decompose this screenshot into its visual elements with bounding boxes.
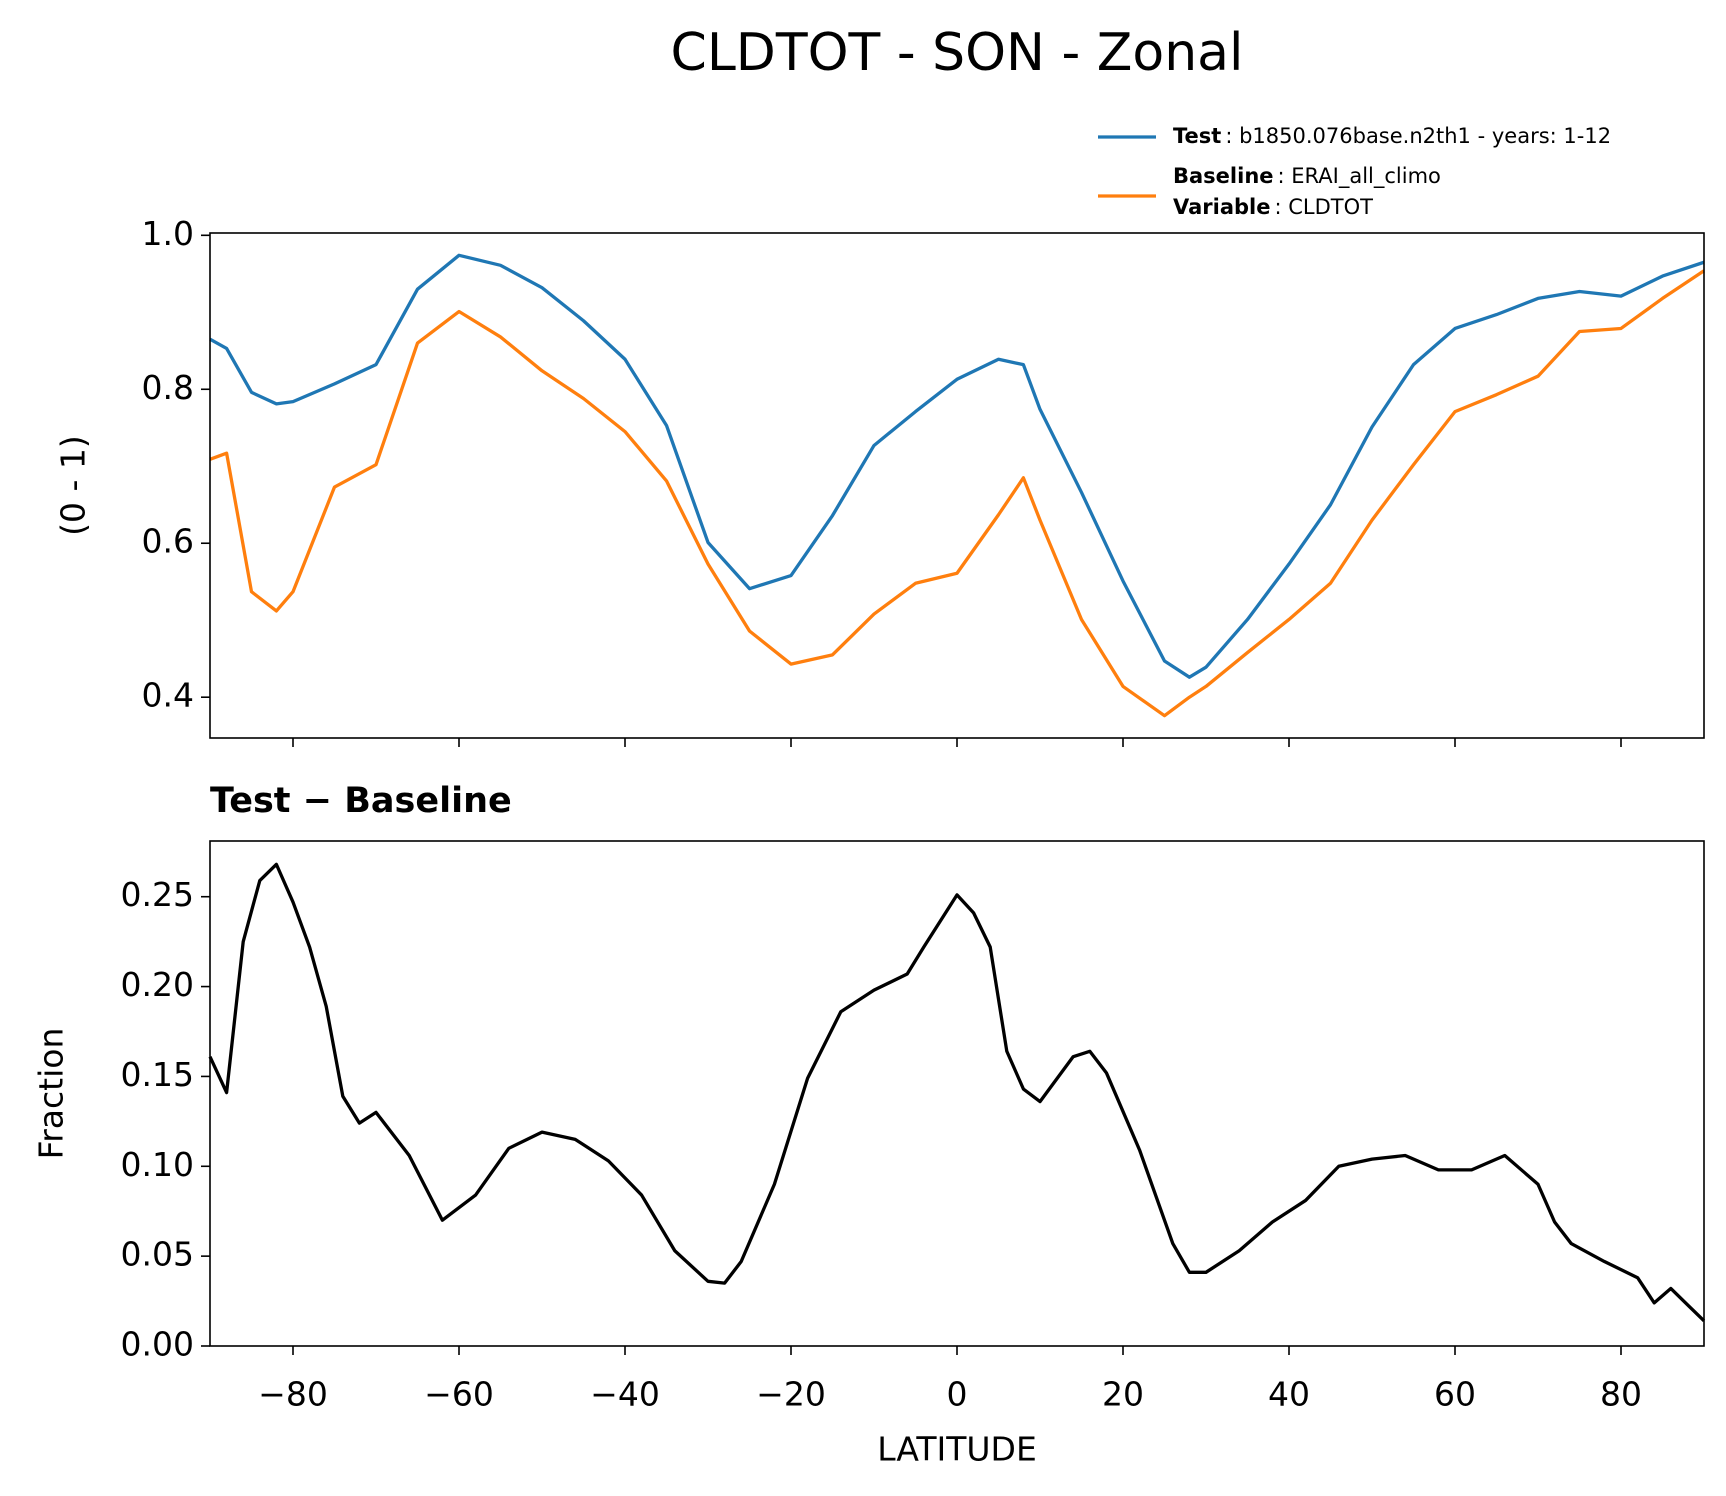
y-tick-label: 0.20 <box>121 965 194 1004</box>
x-tick-label: 60 <box>1434 1375 1476 1414</box>
legend-name: Variable <box>1173 195 1270 219</box>
x-tick-label: −40 <box>590 1375 660 1414</box>
y-tick-label: 0.15 <box>121 1055 194 1094</box>
y-tick-label: 0.05 <box>121 1235 194 1274</box>
y-tick-label: 0.25 <box>121 875 194 914</box>
series-line <box>209 253 1705 679</box>
legend-name: Baseline <box>1173 164 1274 188</box>
legend-text: : ERAI_all_climo <box>1278 164 1441 189</box>
x-tick-label: 40 <box>1268 1375 1310 1414</box>
x-tick-label: 0 <box>947 1375 968 1414</box>
legend-name: Test <box>1173 124 1221 148</box>
x-tick-label: −80 <box>258 1375 328 1414</box>
y-tick-label: 1.0 <box>142 214 194 253</box>
figure-title: CLDTOT - SON - Zonal <box>671 23 1244 83</box>
plot-frame <box>209 840 1705 1347</box>
x-tick-label: 20 <box>1102 1375 1144 1414</box>
x-axis-label: LATITUDE <box>877 1430 1037 1469</box>
series-line <box>208 862 1706 1323</box>
legend-text: : b1850.076base.n2th1 - years: 1-12 <box>1225 124 1611 148</box>
y-tick-label: 0.4 <box>142 676 194 715</box>
chart-title: Test − Baseline <box>210 781 512 821</box>
x-tick-label: 80 <box>1600 1375 1642 1414</box>
series-line <box>209 269 1705 718</box>
y-axis-label: (0 - 1) <box>54 435 93 536</box>
x-tick-label: −60 <box>424 1375 494 1414</box>
y-axis-label: Fraction <box>32 1028 71 1160</box>
y-tick-label: 0.00 <box>121 1325 194 1364</box>
x-tick-label: −20 <box>756 1375 826 1414</box>
legend-text: : CLDTOT <box>1274 195 1373 219</box>
y-tick-label: 0.10 <box>121 1145 194 1184</box>
plot-frame <box>209 232 1705 739</box>
y-tick-label: 0.8 <box>142 368 194 407</box>
y-tick-label: 0.6 <box>142 522 194 561</box>
